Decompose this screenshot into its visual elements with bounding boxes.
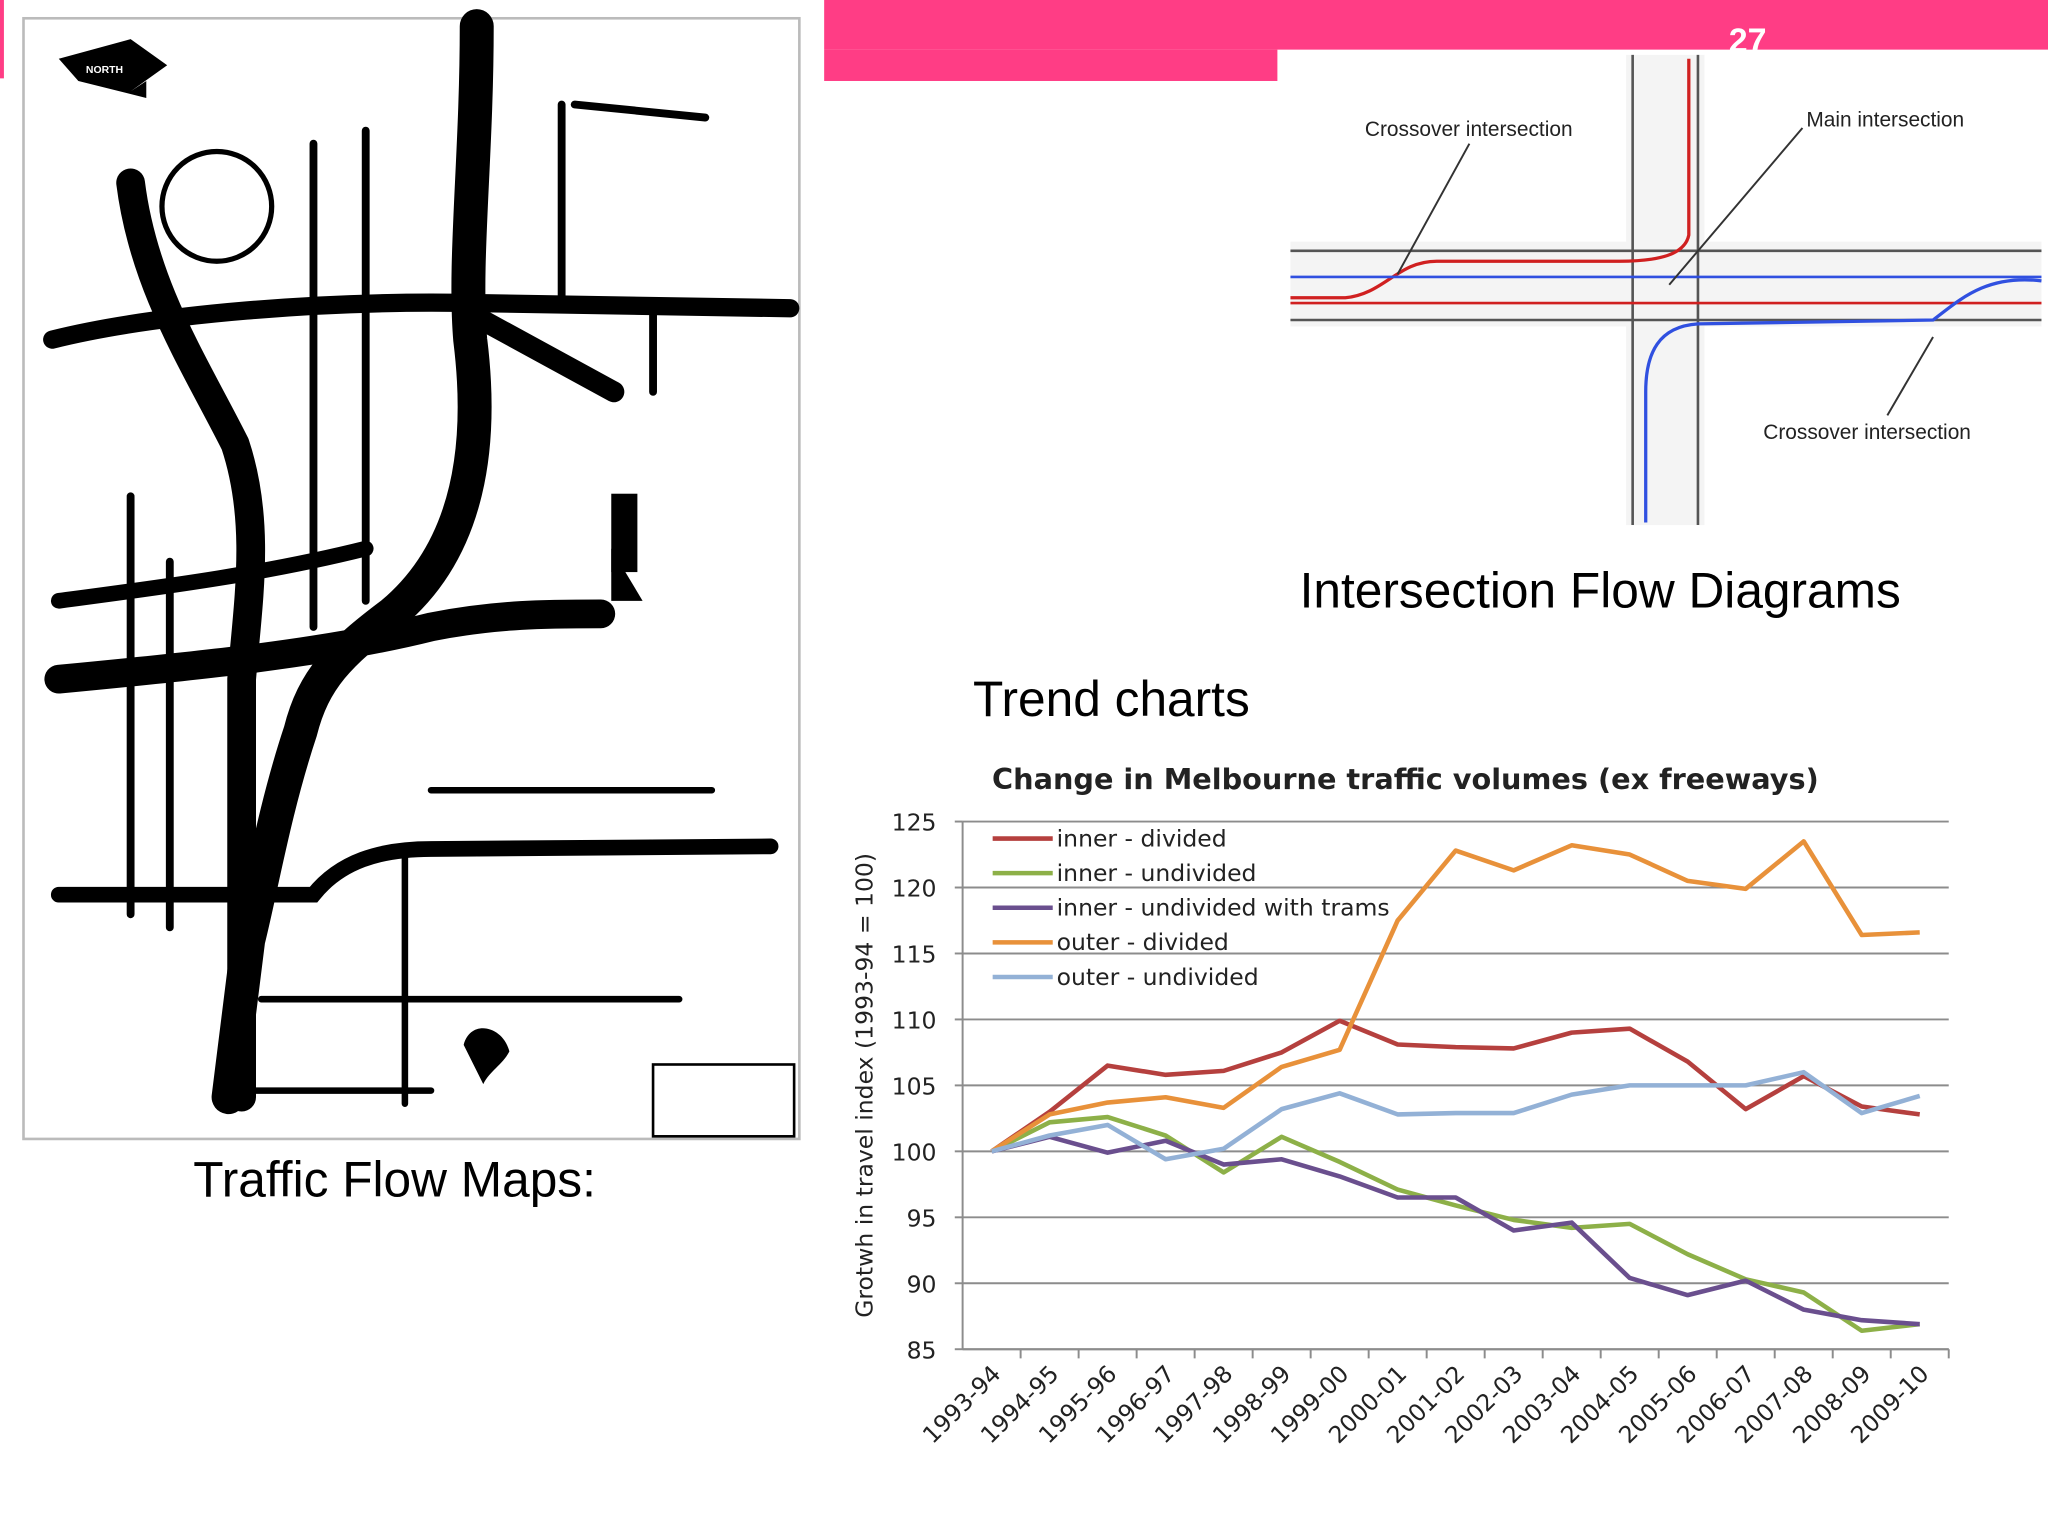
legend-label: inner - undivided with trams [1057, 894, 1390, 922]
legend-label: inner - divided [1057, 824, 1227, 852]
city-seal [159, 148, 275, 264]
y-tick-label: 85 [907, 1336, 937, 1364]
series-line [991, 1134, 1920, 1327]
chart-heading: Trend charts [973, 671, 1250, 727]
y-tick-label: 90 [907, 1270, 937, 1298]
road [50, 540, 374, 609]
lake [463, 1028, 510, 1085]
y-axis-label: Grotwh in travel index (1993-94 = 100) [850, 853, 878, 1318]
edge-mark [0, 0, 4, 79]
y-tick-label: 120 [892, 875, 937, 903]
y-tick-label: 110 [892, 1007, 937, 1035]
series-line [990, 1018, 1921, 1154]
chart-title: Change in Melbourne traffic volumes (ex … [992, 762, 1819, 796]
chart: Change in Melbourne traffic volumes (ex … [850, 762, 1950, 1449]
north-label: NORTH [86, 65, 123, 76]
street [126, 100, 710, 932]
slide-number: 27 [1729, 22, 1767, 60]
diagram-label: Crossover intersection [1365, 118, 1573, 141]
y-tick-label: 105 [892, 1073, 937, 1101]
map-caption: Traffic Flow Maps: [193, 1151, 596, 1207]
y-tick-label: 115 [892, 941, 937, 969]
diagram-label: Crossover intersection [1763, 421, 1971, 444]
map-title-block [651, 1063, 796, 1138]
header-band [824, 0, 2048, 50]
flow-path [1290, 58, 1691, 300]
y-tick-label: 125 [892, 809, 937, 837]
legend-label: outer - undivided [1057, 963, 1259, 991]
diagram-caption: Intersection Flow Diagrams [1300, 562, 1901, 618]
y-tick-label: 95 [907, 1204, 937, 1232]
legend-label: outer - divided [1057, 928, 1229, 956]
traffic-map: NORTH [22, 9, 801, 1141]
road-edge [1290, 54, 2042, 526]
legend-label: inner - undivided [1057, 859, 1257, 887]
diagram-label: Main intersection [1806, 109, 1964, 132]
flow-path [1644, 278, 2042, 523]
leader-line [1396, 127, 1934, 416]
road [459, 303, 625, 403]
north-arrow [58, 39, 168, 98]
series-line [991, 1069, 1921, 1162]
road [225, 786, 716, 1107]
intersection-diagram: Crossover intersection Main intersection… [1290, 54, 2042, 526]
road [211, 9, 494, 1115]
road [43, 293, 800, 349]
road [116, 168, 266, 1112]
road [50, 838, 779, 903]
header-band [824, 49, 1278, 81]
series-line [990, 839, 1920, 1154]
y-tick-label: 100 [892, 1138, 937, 1166]
series-line [990, 1114, 1920, 1334]
